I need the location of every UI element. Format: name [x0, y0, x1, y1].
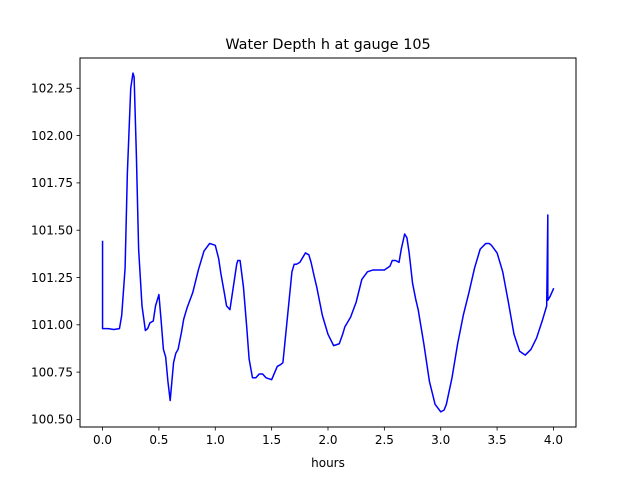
x-tick-label: 2.5: [375, 433, 394, 447]
x-tick-label: 1.0: [206, 433, 225, 447]
y-tick-label: 102.00: [31, 129, 73, 143]
y-tick-label: 101.75: [31, 176, 73, 190]
plot-area: [101, 72, 555, 413]
axes-frame: [79, 57, 577, 428]
y-axis: 100.50 100.75 101.00 101.25 101.50 101.75 102.…: [31, 82, 80, 427]
x-tick-label: 3.0: [431, 433, 450, 447]
y-tick-label: 101.00: [31, 318, 73, 332]
x-tick-label: 0.5: [149, 433, 168, 447]
x-tick-label: 3.5: [488, 433, 507, 447]
x-tick-label: 4.0: [544, 433, 563, 447]
x-tick-label: 2.0: [318, 433, 337, 447]
y-tick-label: 101.25: [31, 271, 73, 285]
y-tick-label: 101.50: [31, 224, 73, 238]
x-tick-label: 1.5: [262, 433, 281, 447]
x-axis: 0.0 0.5 1.0 1.5 2.0 2.5 3.0 3.5 4.0: [93, 427, 563, 447]
y-tick-label: 100.50: [31, 413, 73, 427]
x-axis-label: hours: [311, 456, 345, 470]
chart-title: Water Depth h at gauge 105: [225, 37, 430, 53]
y-tick-label: 100.75: [31, 365, 73, 379]
y-tick-label: 102.25: [31, 82, 73, 96]
series-line-water-depth: [101, 72, 555, 413]
x-tick-label: 0.0: [93, 433, 112, 447]
